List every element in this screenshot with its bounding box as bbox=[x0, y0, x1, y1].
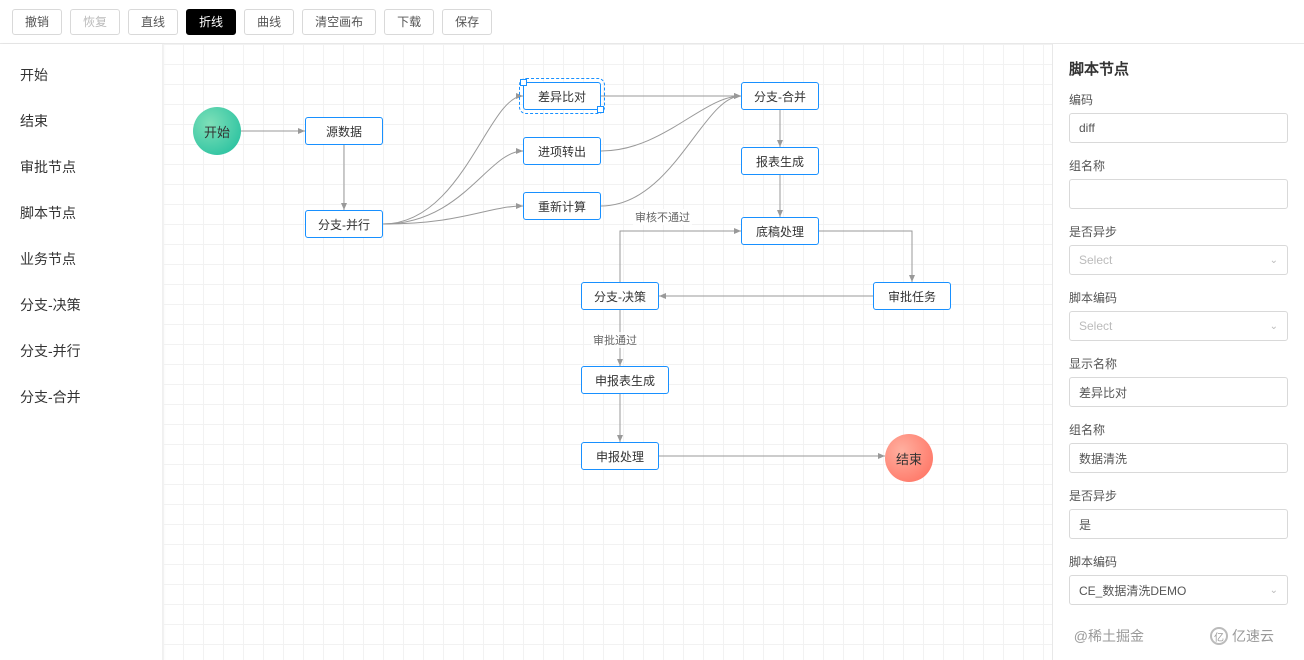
flow-node-merge[interactable]: 分支-合并 bbox=[741, 82, 819, 110]
edge-fork-diff[interactable] bbox=[383, 96, 523, 224]
field-label: 编码 bbox=[1069, 91, 1288, 108]
palette-item[interactable]: 脚本节点 bbox=[0, 190, 162, 236]
flow-node-draft[interactable]: 底稿处理 bbox=[741, 217, 819, 245]
field-select-7[interactable]: CE_数据清洗DEMO⌄ bbox=[1069, 575, 1288, 605]
chevron-down-icon: ⌄ bbox=[1270, 585, 1278, 596]
toolbar-redo: 恢复 bbox=[70, 9, 120, 35]
palette-item[interactable]: 开始 bbox=[0, 52, 162, 98]
edge-decide-draft[interactable] bbox=[620, 231, 741, 282]
toolbar-line[interactable]: 直线 bbox=[128, 9, 178, 35]
edge-recalc-merge[interactable] bbox=[601, 96, 741, 206]
flow-node-diff[interactable]: 差异比对 bbox=[523, 82, 601, 110]
flow-node-declare[interactable]: 申报表生成 bbox=[581, 366, 669, 394]
flow-node-fork[interactable]: 分支-并行 bbox=[305, 210, 383, 238]
field-label: 显示名称 bbox=[1069, 355, 1288, 372]
flow-node-report[interactable]: 报表生成 bbox=[741, 147, 819, 175]
field-label: 是否异步 bbox=[1069, 487, 1288, 504]
chevron-down-icon: ⌄ bbox=[1270, 255, 1278, 266]
toolbar-undo[interactable]: 撤销 bbox=[12, 9, 62, 35]
toolbar-clear[interactable]: 清空画布 bbox=[302, 9, 376, 35]
palette-item[interactable]: 分支-合并 bbox=[0, 374, 162, 420]
palette-item[interactable]: 结束 bbox=[0, 98, 162, 144]
field-label: 脚本编码 bbox=[1069, 289, 1288, 306]
flow-node-recalc[interactable]: 重新计算 bbox=[523, 192, 601, 220]
chevron-down-icon: ⌄ bbox=[1270, 321, 1278, 332]
toolbar-curve[interactable]: 曲线 bbox=[244, 9, 294, 35]
flow-node-src[interactable]: 源数据 bbox=[305, 117, 383, 145]
flow-node-in[interactable]: 进项转出 bbox=[523, 137, 601, 165]
toolbar-download[interactable]: 下载 bbox=[384, 9, 434, 35]
logo-icon: 亿 bbox=[1210, 627, 1228, 645]
edge-fork-recalc[interactable] bbox=[383, 206, 523, 224]
field-label: 是否异步 bbox=[1069, 223, 1288, 240]
field-input-1[interactable] bbox=[1069, 179, 1288, 209]
toolbar-save[interactable]: 保存 bbox=[442, 9, 492, 35]
palette-item[interactable]: 分支-并行 bbox=[0, 328, 162, 374]
field-label: 脚本编码 bbox=[1069, 553, 1288, 570]
field-input-6[interactable] bbox=[1069, 509, 1288, 539]
edge-draft-approve[interactable] bbox=[819, 231, 912, 282]
panel-title: 脚本节点 bbox=[1069, 58, 1288, 79]
flow-node-start[interactable]: 开始 bbox=[193, 107, 241, 155]
flow-node-end[interactable]: 结束 bbox=[885, 434, 933, 482]
toolbar-polyline[interactable]: 折线 bbox=[186, 9, 236, 35]
flow-node-decide[interactable]: 分支-决策 bbox=[581, 282, 659, 310]
flow-canvas[interactable]: 开始 源数据分支-并行 差异比对进项转出重新计算 分支-合并报表生成底稿处理审批任务 分… bbox=[163, 44, 1052, 660]
field-select-3[interactable]: Select⌄ bbox=[1069, 311, 1288, 341]
palette-item[interactable]: 审批节点 bbox=[0, 144, 162, 190]
field-input-0[interactable] bbox=[1069, 113, 1288, 143]
field-label: 组名称 bbox=[1069, 421, 1288, 438]
watermark: @稀土掘金 bbox=[1074, 626, 1144, 646]
toolbar: 撤销恢复直线折线曲线清空画布下载保存 bbox=[0, 0, 1304, 44]
field-select-2[interactable]: Select⌄ bbox=[1069, 245, 1288, 275]
palette-item[interactable]: 分支-决策 bbox=[0, 282, 162, 328]
edge-fork-in[interactable] bbox=[383, 151, 523, 224]
palette-item[interactable]: 业务节点 bbox=[0, 236, 162, 282]
flow-node-approve[interactable]: 审批任务 bbox=[873, 282, 951, 310]
field-input-5[interactable] bbox=[1069, 443, 1288, 473]
field-input-4[interactable] bbox=[1069, 377, 1288, 407]
edge-label: 审核不通过 bbox=[633, 209, 692, 225]
edge-label: 审批通过 bbox=[591, 332, 639, 348]
edge-in-merge[interactable] bbox=[601, 96, 741, 151]
field-label: 组名称 bbox=[1069, 157, 1288, 174]
watermark: 亿 亿速云 bbox=[1210, 626, 1274, 646]
node-palette: 开始结束审批节点脚本节点业务节点分支-决策分支-并行分支-合并 bbox=[0, 44, 163, 660]
properties-panel: 脚本节点 编码组名称是否异步Select⌄脚本编码Select⌄显示名称组名称是… bbox=[1052, 44, 1304, 660]
flow-node-process[interactable]: 申报处理 bbox=[581, 442, 659, 470]
